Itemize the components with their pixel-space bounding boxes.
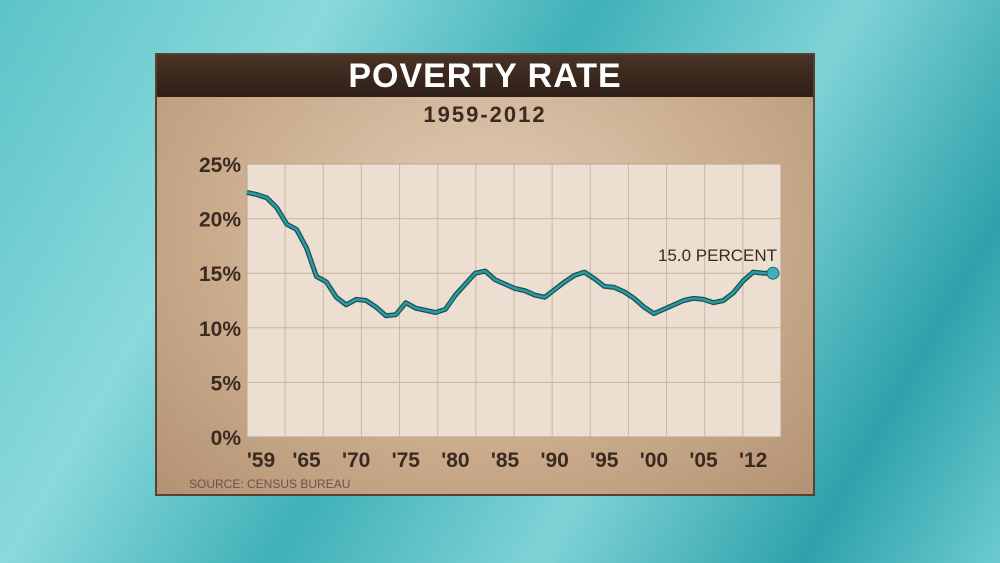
source-note: SOURCE: CENSUS BUREAU xyxy=(189,477,351,491)
y-tick-label: 0% xyxy=(211,427,242,450)
annotation-label: 15.0 PERCENT xyxy=(658,246,777,265)
x-tick-label: '75 xyxy=(392,449,421,472)
x-tick-label: '00 xyxy=(640,449,668,472)
chart-title: POVERTY RATE xyxy=(157,55,813,97)
x-tick-label: '12 xyxy=(739,449,767,472)
chart-panel: POVERTY RATE 1959-2012 0% 5% 10% 15% 20% 25% '… xyxy=(155,53,815,496)
y-tick-label: 15% xyxy=(199,263,241,286)
series-line xyxy=(246,191,773,318)
data-point-marker xyxy=(766,266,780,280)
x-tick-label: '59 xyxy=(247,449,275,472)
chart-subtitle: 1959-2012 xyxy=(423,102,547,127)
y-tick-label: 25% xyxy=(199,154,241,177)
x-tick-label: '95 xyxy=(590,449,619,472)
line-chart: 0% 5% 10% 15% 20% 25% '59 '65 '70 '75 '80 '85 '90 '95… xyxy=(199,154,782,472)
x-tick-label: '65 xyxy=(292,449,321,472)
x-tick-label: '90 xyxy=(540,449,568,472)
y-tick-label: 20% xyxy=(199,209,241,232)
x-tick-label: '05 xyxy=(689,449,718,472)
y-tick-label: 5% xyxy=(211,372,242,395)
x-tick-label: '80 xyxy=(441,449,469,472)
x-tick-label: '70 xyxy=(342,449,370,472)
y-tick-label: 10% xyxy=(199,318,241,341)
x-tick-label: '85 xyxy=(491,449,520,472)
